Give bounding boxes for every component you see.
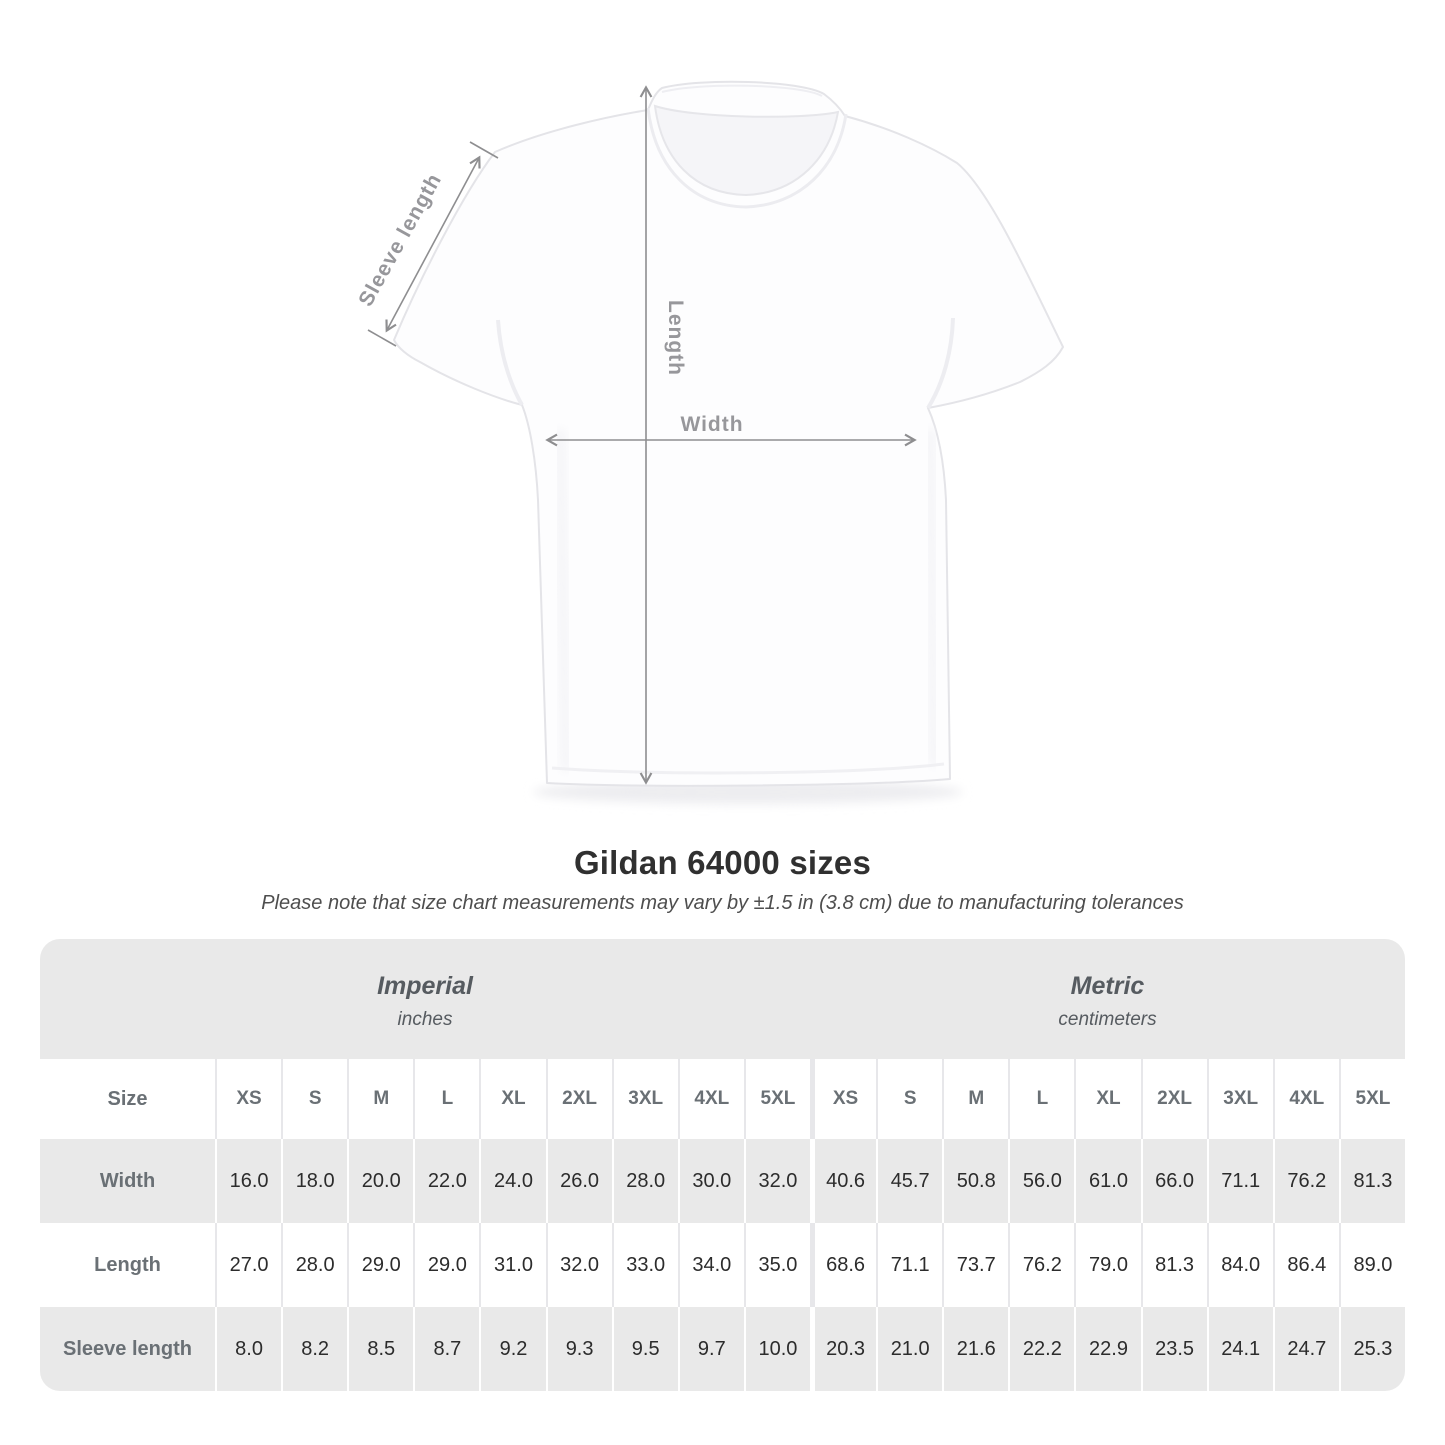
col-header-metric-4xl: 4XL <box>1272 1059 1339 1139</box>
size-value-cell: 20.3 <box>810 1307 877 1391</box>
col-header-metric-5xl: 5XL <box>1338 1059 1405 1139</box>
row-label: Sleeve length <box>40 1307 215 1391</box>
size-value-cell: 32.0 <box>545 1223 612 1307</box>
col-header-metric-3xl: 3XL <box>1206 1059 1273 1139</box>
row-label: Length <box>40 1223 215 1307</box>
size-value-cell: 29.0 <box>347 1223 414 1307</box>
size-value-cell: 10.0 <box>743 1307 810 1391</box>
col-header-imperial-m: M <box>347 1059 414 1139</box>
size-value-cell: 23.5 <box>1140 1307 1207 1391</box>
size-value-cell: 32.0 <box>743 1139 810 1223</box>
size-value-cell: 81.3 <box>1338 1139 1405 1223</box>
size-value-cell: 26.0 <box>545 1139 612 1223</box>
col-header-metric-l: L <box>1008 1059 1075 1139</box>
size-value-cell: 29.0 <box>413 1223 480 1307</box>
size-value-cell: 22.0 <box>413 1139 480 1223</box>
col-header-imperial-5xl: 5XL <box>743 1059 810 1139</box>
size-value-cell: 84.0 <box>1206 1223 1273 1307</box>
size-value-cell: 28.0 <box>281 1223 348 1307</box>
size-value-cell: 8.2 <box>281 1307 348 1391</box>
size-value-cell: 40.6 <box>810 1139 877 1223</box>
tshirt-collar <box>646 84 848 209</box>
size-value-cell: 73.7 <box>942 1223 1009 1307</box>
size-value-cell: 76.2 <box>1272 1139 1339 1223</box>
size-value-cell: 9.7 <box>677 1307 744 1391</box>
size-value-cell: 66.0 <box>1140 1139 1207 1223</box>
metric-section-unit: centimeters <box>1058 1008 1157 1030</box>
width-dimension-label: Width <box>680 413 743 436</box>
size-value-cell: 16.0 <box>215 1139 282 1223</box>
size-value-cell: 71.1 <box>876 1223 943 1307</box>
size-value-cell: 45.7 <box>876 1139 943 1223</box>
title-block: Gildan 64000 sizes Please note that size… <box>0 844 1445 915</box>
col-header-metric-xs: XS <box>810 1059 877 1139</box>
row-label: Width <box>40 1139 215 1223</box>
size-value-cell: 21.6 <box>942 1307 1009 1391</box>
length-dimension-label: Length <box>664 300 687 376</box>
metric-section-title: Metric <box>1070 971 1145 1000</box>
size-value-cell: 8.5 <box>347 1307 414 1391</box>
size-value-cell: 76.2 <box>1008 1223 1075 1307</box>
size-value-cell: 9.5 <box>611 1307 678 1391</box>
size-value-cell: 33.0 <box>611 1223 678 1307</box>
size-value-cell: 81.3 <box>1140 1223 1207 1307</box>
size-value-cell: 86.4 <box>1272 1223 1339 1307</box>
imperial-section-header: Imperial inches <box>40 939 810 1059</box>
size-value-cell: 22.2 <box>1008 1307 1075 1391</box>
size-value-cell: 25.3 <box>1338 1307 1405 1391</box>
col-header-metric-2xl: 2XL <box>1140 1059 1207 1139</box>
col-header-imperial-s: S <box>281 1059 348 1139</box>
metric-section-header: Metric centimeters <box>810 939 1405 1059</box>
imperial-section-unit: inches <box>397 1008 453 1030</box>
size-value-cell: 20.0 <box>347 1139 414 1223</box>
size-value-cell: 8.7 <box>413 1307 480 1391</box>
size-value-cell: 71.1 <box>1206 1139 1273 1223</box>
size-table: Imperial inches Metric centimeters Size X… <box>40 939 1405 1391</box>
col-header-imperial-xs: XS <box>215 1059 282 1139</box>
tshirt-illustration: Length Width Sleeve length <box>354 80 1064 804</box>
tolerance-note: Please note that size chart measurements… <box>261 892 1184 914</box>
size-value-cell: 27.0 <box>215 1223 282 1307</box>
size-value-cell: 9.2 <box>479 1307 546 1391</box>
col-header-metric-xl: XL <box>1074 1059 1141 1139</box>
col-header-imperial-xl: XL <box>479 1059 546 1139</box>
size-value-cell: 18.0 <box>281 1139 348 1223</box>
size-value-cell: 34.0 <box>677 1223 744 1307</box>
size-value-cell: 35.0 <box>743 1223 810 1307</box>
size-value-cell: 28.0 <box>611 1139 678 1223</box>
size-value-cell: 50.8 <box>942 1139 1009 1223</box>
size-value-cell: 21.0 <box>876 1307 943 1391</box>
units-band: Imperial inches Metric centimeters <box>40 939 1405 1059</box>
col-header-size: Size <box>40 1059 215 1139</box>
size-value-cell: 24.1 <box>1206 1307 1273 1391</box>
size-value-cell: 68.6 <box>810 1223 877 1307</box>
size-value-cell: 89.0 <box>1338 1223 1405 1307</box>
tshirt-diagram: Length Width Sleeve length <box>354 80 1064 804</box>
page-title: Gildan 64000 sizes <box>573 844 872 881</box>
col-header-imperial-3xl: 3XL <box>611 1059 678 1139</box>
imperial-section-title: Imperial <box>377 971 473 1000</box>
size-value-cell: 22.9 <box>1074 1307 1141 1391</box>
col-header-metric-s: S <box>876 1059 943 1139</box>
size-value-cell: 56.0 <box>1008 1139 1075 1223</box>
size-grid: Size XS S M L XL 2XL 3XL 4XL 5XL XS S M L XL 2XL 3XL 4XL 5… <box>40 1059 1405 1391</box>
col-header-imperial-2xl: 2XL <box>545 1059 612 1139</box>
size-value-cell: 79.0 <box>1074 1223 1141 1307</box>
size-value-cell: 8.0 <box>215 1307 282 1391</box>
sleeve-length-dimension <box>367 141 499 347</box>
size-value-cell: 24.7 <box>1272 1307 1339 1391</box>
col-header-imperial-4xl: 4XL <box>677 1059 744 1139</box>
size-value-cell: 30.0 <box>677 1139 744 1223</box>
size-value-cell: 31.0 <box>479 1223 546 1307</box>
col-header-metric-m: M <box>942 1059 1009 1139</box>
size-value-cell: 9.3 <box>545 1307 612 1391</box>
col-header-imperial-l: L <box>413 1059 480 1139</box>
size-value-cell: 24.0 <box>479 1139 546 1223</box>
size-value-cell: 61.0 <box>1074 1139 1141 1223</box>
